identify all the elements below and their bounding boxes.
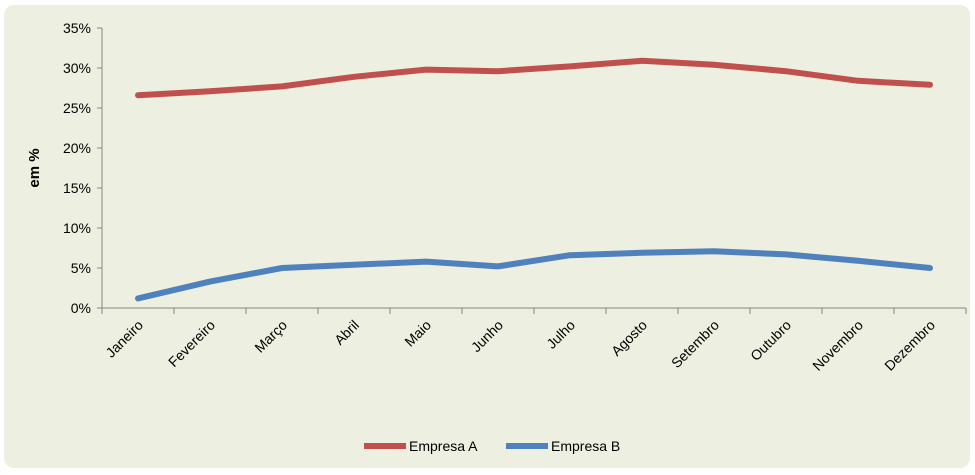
series-line-2 [135, 248, 933, 302]
data-point-series-1 [713, 64, 715, 66]
x-tick-label: Outubro [747, 317, 794, 364]
data-point-series-1 [209, 90, 211, 92]
data-point-series-1 [785, 70, 787, 72]
x-tick-label: Março [251, 317, 290, 356]
x-tick-label: Novembro [809, 317, 866, 374]
x-tick-label: Dezembro [881, 317, 938, 374]
data-point-series-2 [569, 254, 571, 256]
x-tick-label: Fevereiro [165, 317, 218, 370]
data-point-series-1 [425, 69, 427, 71]
y-tick-label: 30% [63, 60, 91, 76]
data-point-series-2 [209, 281, 211, 283]
y-tick-label: 35% [63, 20, 91, 36]
data-point-series-2 [713, 250, 715, 252]
x-tick-label: Agosto [608, 317, 650, 359]
chart-area [4, 5, 970, 468]
y-tick-label: 25% [63, 100, 91, 116]
x-tick-label: Maio [401, 317, 434, 350]
legend-label-1: Empresa A [409, 438, 478, 454]
data-point-series-1 [281, 85, 283, 87]
data-point-series-2 [929, 267, 931, 269]
x-tick-label: Janeiro [102, 317, 146, 361]
y-tick-label: 20% [63, 140, 91, 156]
data-point-series-2 [857, 260, 859, 262]
data-point-series-1 [353, 76, 355, 78]
data-point-series-2 [137, 297, 139, 299]
data-point-series-2 [353, 264, 355, 266]
x-tick-label: Abril [331, 317, 362, 348]
y-ticks: 0% 5% 10% 15% 20% 25% 30% 35% [63, 20, 102, 316]
series-lines [135, 57, 933, 302]
data-point-series-2 [785, 253, 787, 255]
x-tick-label: Junho [468, 317, 506, 355]
x-tick-label: Setembro [668, 317, 722, 371]
data-point-series-2 [425, 261, 427, 263]
legend: Empresa A Empresa B [364, 438, 620, 454]
y-tick-label: 10% [63, 220, 91, 236]
data-point-series-1 [929, 84, 931, 86]
data-point-series-1 [857, 80, 859, 82]
legend-label-2: Empresa B [551, 438, 620, 454]
data-point-series-2 [497, 265, 499, 267]
x-tick-label: Julho [543, 317, 578, 352]
y-tick-label: 15% [63, 180, 91, 196]
x-ticks: Janeiro Fevereiro Março Abril Maio Junho Julho… [101, 308, 967, 374]
data-point-series-1 [641, 60, 643, 62]
y-axis-label: em % [26, 148, 43, 187]
y-tick-label: 5% [71, 260, 91, 276]
data-point-series-2 [641, 252, 643, 254]
data-point-series-1 [569, 65, 571, 67]
data-point-series-1 [137, 94, 139, 96]
series-line-1 [135, 57, 933, 99]
y-tick-label: 0% [71, 300, 91, 316]
data-point-series-2 [281, 267, 283, 269]
data-point-series-1 [497, 70, 499, 72]
